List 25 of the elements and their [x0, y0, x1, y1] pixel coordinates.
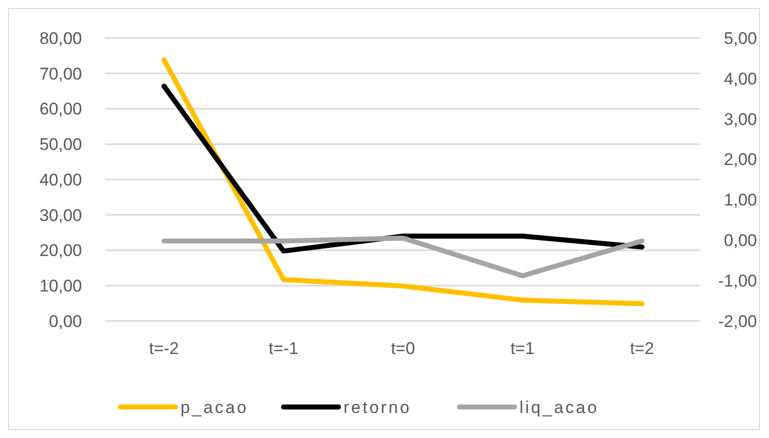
- x-tick-label: t=-1: [268, 339, 298, 358]
- y-tick-label: 30,00: [39, 206, 82, 225]
- y-tick-label: 10,00: [39, 276, 82, 296]
- y2-tick-label: -1,00: [718, 272, 757, 291]
- legend-label: retorno: [344, 398, 412, 417]
- y2-tick-label: 0,00: [724, 231, 757, 250]
- y2-tick-label: 2,00: [724, 150, 757, 170]
- y-tick-label: 70,00: [39, 64, 82, 84]
- y2-tick-label: 3,00: [724, 110, 757, 129]
- y-tick-label: 80,00: [39, 28, 82, 48]
- y2-tick-label: 1,00: [724, 190, 757, 210]
- legend-label: liq_acao: [520, 398, 599, 417]
- y-tick-label: 0,00: [48, 312, 82, 331]
- y-tick-label: 60,00: [39, 100, 82, 119]
- y2-tick-label: -2,00: [718, 312, 757, 331]
- y2-tick-label: 4,00: [724, 69, 757, 88]
- x-tick-label: t=1: [510, 339, 535, 358]
- y-tick-label: 50,00: [39, 135, 82, 154]
- x-tick-label: t=2: [630, 339, 654, 358]
- y-tick-label: 40,00: [39, 170, 82, 190]
- x-tick-label: t=0: [390, 339, 416, 358]
- x-tick-label: t=-2: [149, 339, 179, 358]
- y2-tick-label: 5,00: [724, 28, 757, 48]
- y-tick-label: 20,00: [39, 241, 82, 260]
- legend-label: p_acao: [180, 398, 248, 417]
